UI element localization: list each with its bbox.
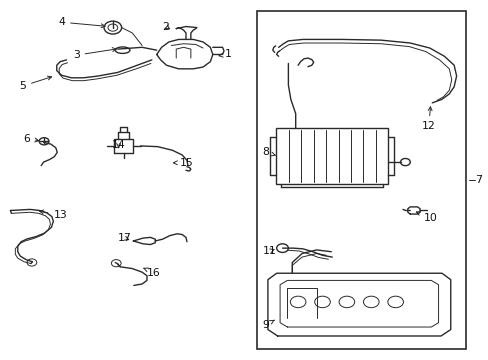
Text: 17: 17 [118, 233, 131, 243]
Bar [256, 12, 466, 348]
Text: 6: 6 [23, 134, 39, 144]
Text: 9: 9 [262, 320, 274, 330]
Text: 11: 11 [263, 246, 276, 256]
Text: 1: 1 [219, 49, 231, 59]
Text: 4: 4 [58, 17, 105, 28]
Text: 10: 10 [415, 212, 436, 222]
Text: 13: 13 [40, 210, 67, 220]
Text: 16: 16 [143, 267, 161, 278]
Text: 3: 3 [73, 48, 116, 60]
Bar [276, 128, 387, 184]
Text: 5: 5 [19, 76, 52, 91]
Text: 15: 15 [173, 158, 193, 168]
Text: 14: 14 [112, 140, 125, 150]
Text: 12: 12 [421, 107, 435, 131]
Text: 2: 2 [162, 22, 169, 32]
Text: 8: 8 [262, 147, 275, 157]
Text: 7: 7 [474, 175, 481, 185]
